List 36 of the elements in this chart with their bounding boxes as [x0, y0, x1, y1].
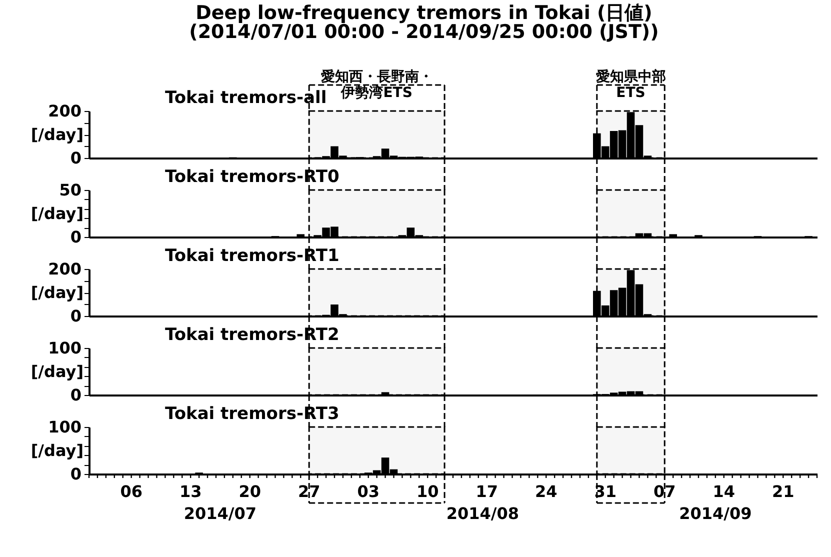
y-tick-label: 200 [48, 102, 82, 120]
text: Tokai tremors-RT3 [165, 404, 340, 424]
y-tick-label: 0 [70, 464, 82, 484]
y-axis-title: [/day] [30, 204, 84, 223]
x-tick-label: 03 [357, 482, 380, 501]
y-tick-label: 0 [70, 228, 82, 246]
x-tick-label: 13 [179, 482, 202, 501]
y-axis-title: [/day] [30, 362, 84, 381]
y-tick-label: 50 [59, 180, 82, 200]
x-tick-label: 14 [712, 482, 736, 501]
text: 2014/08 [446, 504, 519, 523]
x-tick-label: 10 [416, 482, 439, 501]
x-tick-label: 17 [476, 482, 498, 501]
text: Tokai tremors-RT1 [165, 246, 340, 266]
text: Tokai tremors-RT0 [165, 167, 340, 187]
y-tick-label: 0 [70, 148, 82, 168]
x-tick-label: 20 [238, 482, 261, 501]
text: 2014/09 [679, 504, 752, 523]
text: Tokai tremors-RT2 [165, 325, 340, 345]
x-tick-label: 24 [534, 482, 558, 501]
y-tick-label: 200 [48, 260, 82, 278]
x-tick-label: 07 [653, 482, 676, 501]
y-tick-label: 100 [48, 338, 82, 358]
y-tick-label: 100 [48, 418, 82, 436]
text: 2014/07 [184, 504, 257, 523]
y-axis-title: [/day] [30, 441, 84, 460]
y-tick-label: 0 [70, 386, 82, 404]
y-tick-label: 0 [70, 306, 82, 326]
x-tick-label: 27 [298, 482, 320, 501]
x-tick-label: 06 [120, 482, 142, 501]
chart-title: Deep low-frequency tremors in Tokai (日値) [196, 2, 652, 24]
y-axis-title: [/day] [30, 283, 84, 302]
x-tick-label: 31 [594, 482, 617, 501]
x-tick-label: 21 [772, 482, 794, 501]
y-axis-title: [/day] [30, 125, 84, 144]
band-label: 愛知県中部ETS [596, 68, 666, 101]
